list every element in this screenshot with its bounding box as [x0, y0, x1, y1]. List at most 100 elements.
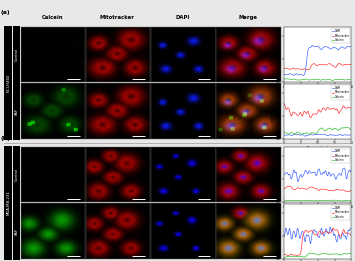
DAPI	[282, 73, 286, 76]
Mitotracker	[282, 102, 286, 105]
Mitotracker	[323, 188, 328, 191]
DAPI	[322, 45, 327, 48]
Mitotracker	[282, 187, 286, 191]
Text: (b): (b)	[0, 137, 10, 141]
DAPI	[322, 234, 326, 238]
Mitotracker	[288, 185, 292, 188]
Calcein	[284, 77, 288, 80]
DAPI	[343, 235, 348, 239]
Calcein	[282, 256, 286, 259]
Y-axis label: Intensity (a.u.): Intensity (a.u.)	[271, 100, 275, 122]
DAPI	[282, 133, 286, 137]
X-axis label: Distance (μm): Distance (μm)	[307, 210, 328, 214]
Calcein	[339, 199, 343, 202]
DAPI	[282, 235, 286, 238]
Legend: DAPI, Mitotracker, Calcein: DAPI, Mitotracker, Calcein	[331, 28, 350, 43]
Calcein	[332, 199, 336, 203]
Calcein	[339, 78, 343, 81]
DAPI	[342, 167, 346, 170]
Text: Control: Control	[15, 168, 19, 181]
DAPI	[349, 227, 354, 230]
Calcein	[282, 198, 286, 201]
Calcein	[322, 78, 326, 81]
Mitotracker	[323, 109, 328, 112]
Calcein	[322, 252, 327, 255]
Mitotracker	[339, 63, 343, 66]
Mitotracker	[286, 254, 291, 257]
Y-axis label: Intensity (a.u.): Intensity (a.u.)	[271, 220, 275, 242]
Text: Merge: Merge	[238, 15, 257, 20]
Calcein	[323, 199, 327, 202]
Calcein	[322, 199, 326, 202]
Calcein	[339, 253, 343, 257]
Mitotracker	[322, 188, 326, 191]
DAPI	[282, 133, 286, 137]
DAPI	[322, 172, 327, 175]
DAPI	[349, 168, 354, 171]
Calcein	[343, 252, 348, 255]
Line: Mitotracker: Mitotracker	[284, 186, 351, 192]
Calcein	[282, 198, 286, 201]
DAPI	[322, 133, 327, 136]
DAPI	[343, 172, 348, 175]
Mitotracker	[308, 116, 312, 120]
Legend: DAPI, Mitotracker, Calcein: DAPI, Mitotracker, Calcein	[331, 149, 350, 163]
Calcein	[282, 131, 286, 134]
DAPI	[324, 133, 328, 137]
Legend: DAPI, Mitotracker, Calcein: DAPI, Mitotracker, Calcein	[331, 205, 350, 220]
Line: Calcein: Calcein	[284, 127, 351, 134]
Mitotracker	[349, 63, 354, 66]
Calcein	[322, 78, 327, 81]
Line: DAPI: DAPI	[284, 134, 351, 136]
DAPI	[343, 133, 348, 136]
Mitotracker	[323, 230, 328, 233]
Calcein	[286, 133, 291, 136]
Mitotracker	[349, 107, 354, 110]
X-axis label: Distance (μm): Distance (μm)	[307, 146, 328, 151]
Text: DAPI: DAPI	[175, 15, 190, 20]
DAPI	[296, 180, 300, 183]
DAPI	[328, 226, 332, 229]
Mitotracker	[282, 67, 286, 70]
Line: Calcein: Calcein	[284, 200, 351, 201]
Text: Mitotracker: Mitotracker	[100, 15, 135, 20]
Line: Mitotracker: Mitotracker	[284, 103, 351, 118]
Calcein	[323, 78, 328, 81]
Text: RAP: RAP	[15, 108, 19, 115]
DAPI	[323, 169, 328, 172]
Calcein	[282, 78, 286, 81]
Calcein	[343, 78, 348, 81]
DAPI	[322, 45, 327, 48]
Line: DAPI: DAPI	[284, 168, 351, 182]
Mitotracker	[343, 63, 348, 66]
Mitotracker	[322, 63, 326, 67]
Legend: DAPI, Mitotracker, Calcein: DAPI, Mitotracker, Calcein	[331, 85, 350, 100]
DAPI	[293, 133, 297, 136]
X-axis label: Distance (μm): Distance (μm)	[307, 90, 328, 94]
Text: NCI-H460: NCI-H460	[6, 74, 10, 92]
DAPI	[349, 45, 354, 48]
DAPI	[282, 73, 286, 76]
Calcein	[343, 126, 348, 129]
Line: Calcein: Calcein	[284, 253, 351, 257]
Calcein	[282, 78, 286, 81]
Mitotracker	[322, 107, 327, 110]
DAPI	[322, 234, 327, 238]
Mitotracker	[282, 253, 286, 256]
Line: Calcein: Calcein	[284, 79, 351, 80]
Mitotracker	[339, 234, 343, 238]
Calcein	[322, 199, 326, 202]
Calcein	[323, 129, 328, 132]
Mitotracker	[339, 189, 343, 192]
Calcein	[349, 199, 354, 202]
Calcein	[345, 126, 349, 129]
Calcein	[322, 129, 327, 132]
Calcein	[322, 129, 326, 132]
Text: Control: Control	[15, 48, 19, 61]
DAPI	[324, 45, 328, 48]
Calcein	[323, 252, 328, 255]
Line: DAPI: DAPI	[284, 45, 351, 75]
DAPI	[282, 235, 286, 239]
DAPI	[339, 174, 343, 177]
Calcein	[339, 126, 343, 129]
